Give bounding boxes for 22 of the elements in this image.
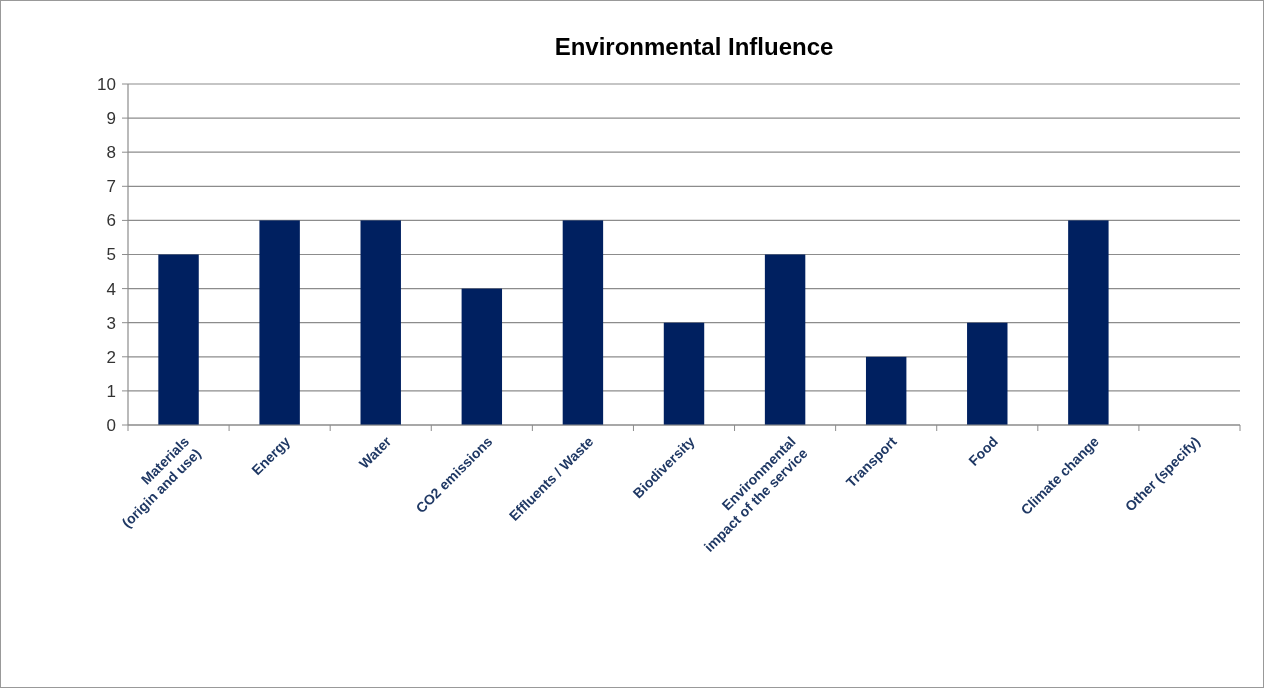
y-tick-label: 9 [106, 109, 116, 129]
bar [1068, 220, 1109, 425]
bar [764, 254, 806, 425]
bar [865, 356, 907, 425]
bar [663, 322, 705, 425]
chart-title: Environmental Influence [554, 33, 834, 60]
y-tick-label: 4 [106, 279, 116, 299]
bar [562, 220, 604, 425]
y-tick-label: 7 [106, 177, 116, 197]
bar [461, 288, 503, 425]
bar [360, 220, 401, 425]
y-tick-label: 5 [106, 245, 116, 265]
y-tick-label: 6 [106, 211, 116, 231]
y-tick-label: 8 [106, 143, 116, 163]
bar [259, 220, 300, 425]
y-tick-label: 10 [97, 74, 116, 94]
bar [158, 254, 199, 425]
y-tick-label: 3 [106, 313, 116, 333]
y-tick-label: 1 [106, 381, 116, 401]
y-tick-label: 2 [106, 347, 116, 367]
y-tick-label: 0 [106, 415, 116, 435]
bar [967, 322, 1008, 425]
